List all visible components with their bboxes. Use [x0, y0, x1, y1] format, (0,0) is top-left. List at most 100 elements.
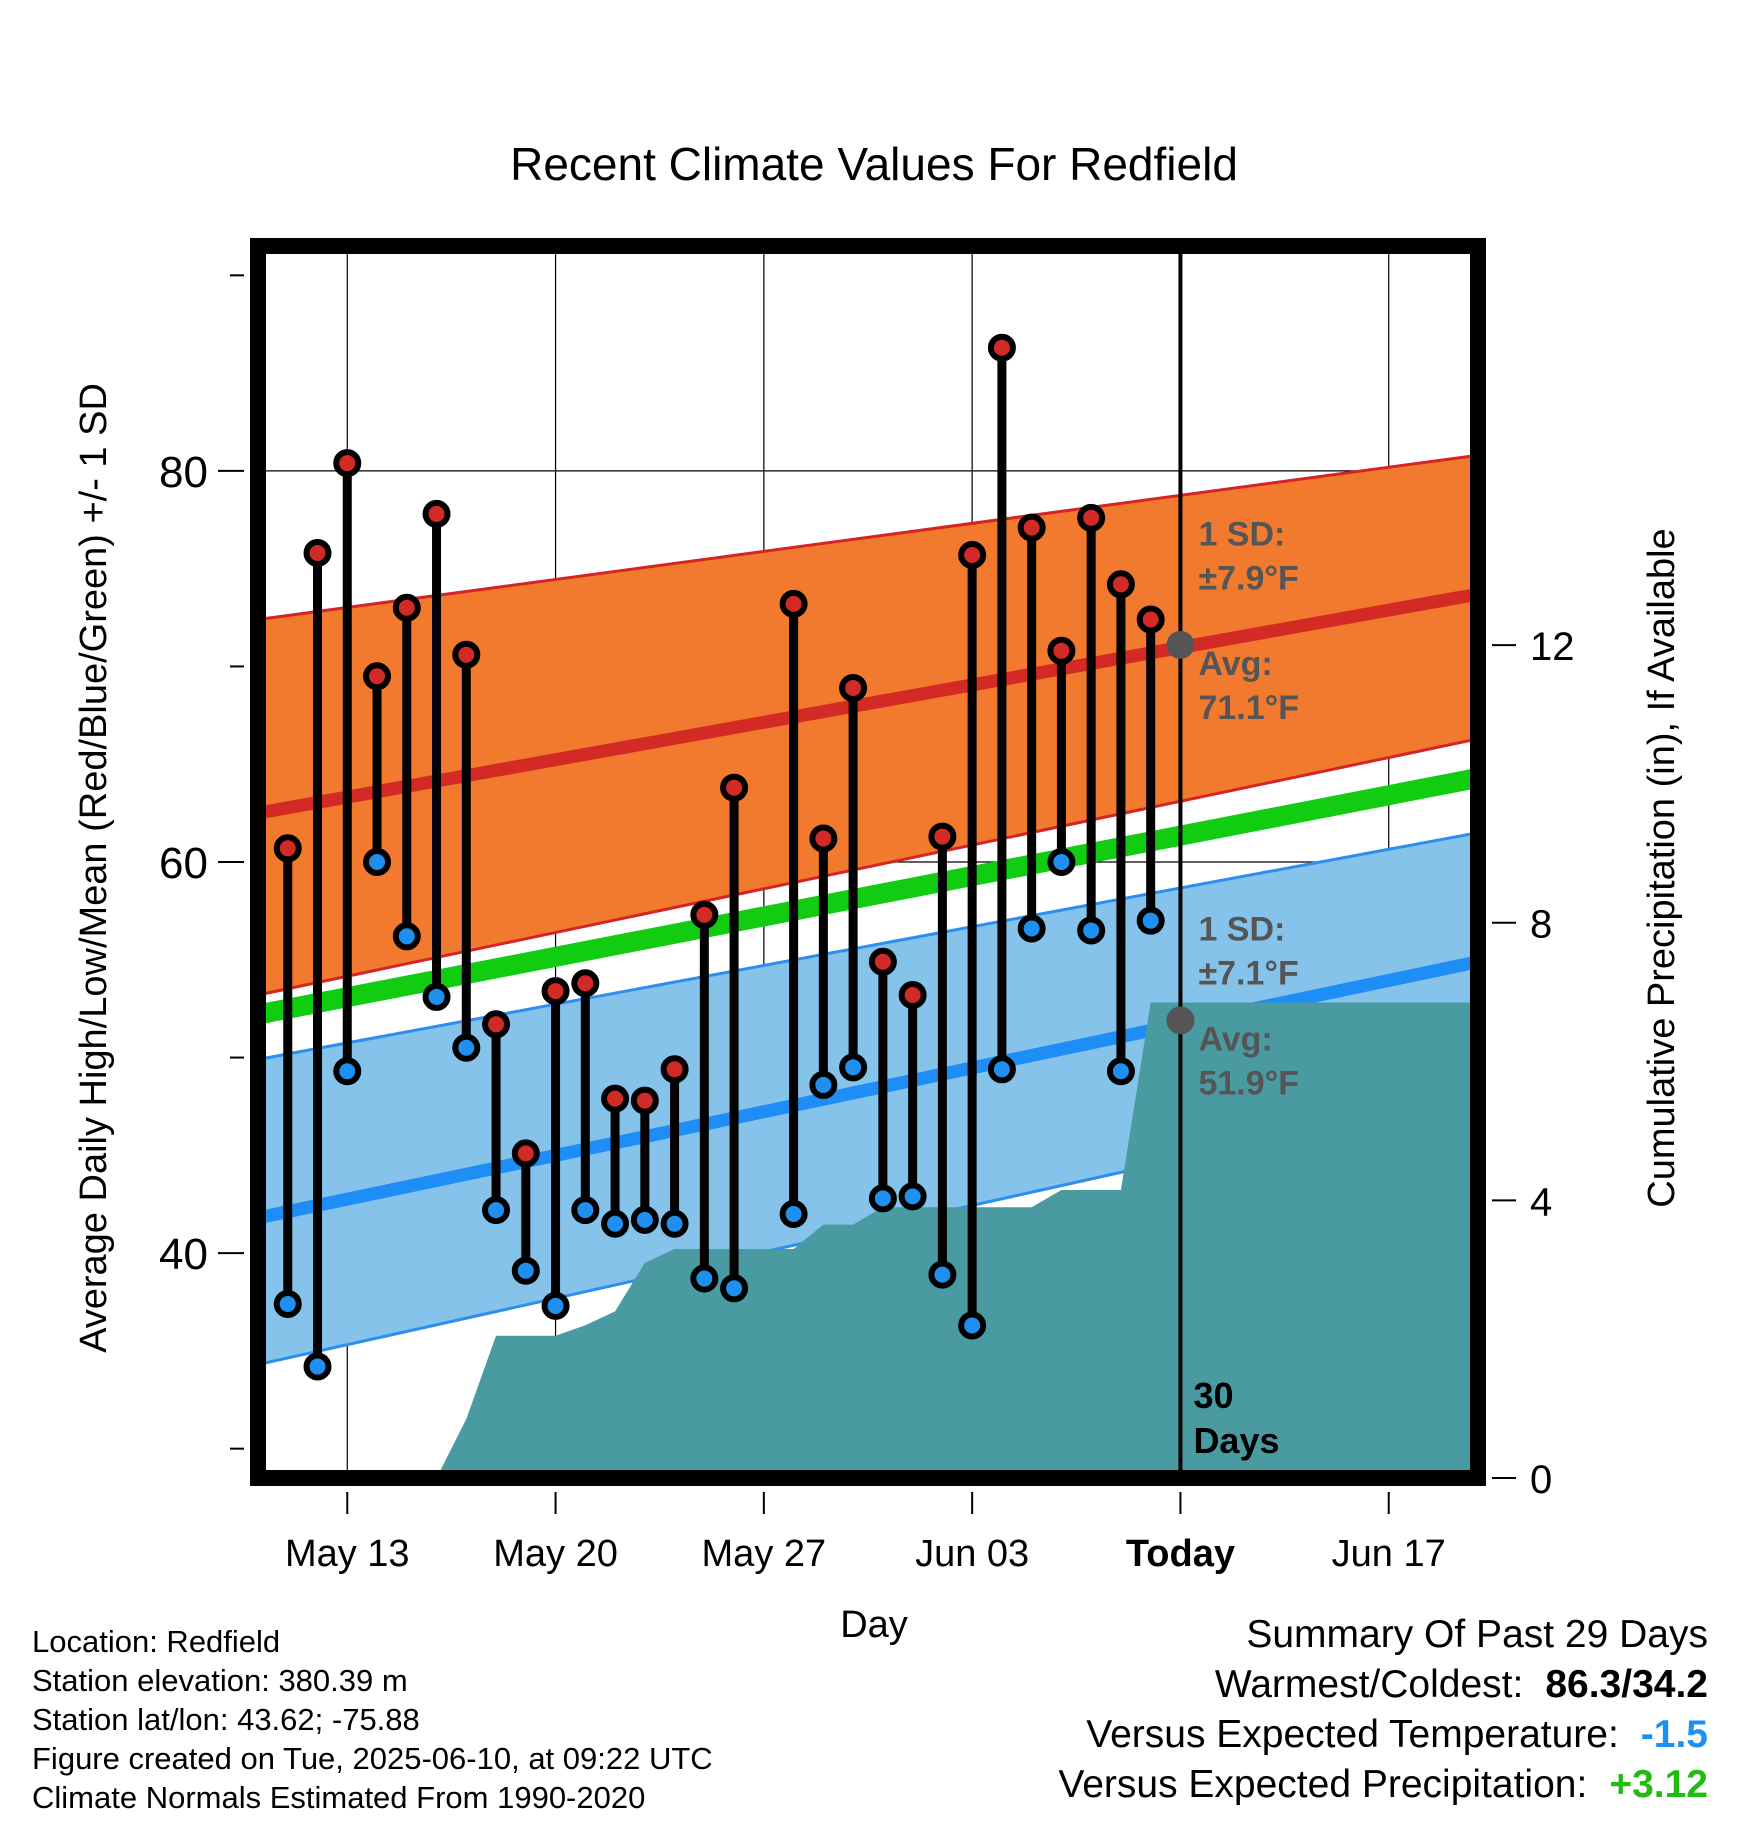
- y-tick-label: 40: [159, 1230, 208, 1279]
- x-tick-label: May 27: [702, 1533, 827, 1575]
- high-sd-label-line2: ±7.9°F: [1198, 559, 1298, 597]
- high-point: [541, 977, 570, 1006]
- high-point: [779, 589, 808, 618]
- high-point: [333, 449, 362, 478]
- high-point: [987, 333, 1016, 362]
- high-point: [601, 1084, 630, 1113]
- y2-tick-label: 8: [1530, 903, 1552, 947]
- low-point: [541, 1291, 570, 1320]
- high-normal-band: [258, 455, 1478, 995]
- high-point: [392, 593, 421, 622]
- low-point: [839, 1053, 868, 1082]
- low-point: [303, 1352, 332, 1381]
- high-point: [958, 540, 987, 569]
- chart-title: Recent Climate Values For Redfield: [510, 138, 1238, 190]
- today-low-avg-marker: [1166, 1006, 1195, 1035]
- high-normal-band-upper-edge: [257, 453, 1479, 621]
- high-point: [928, 822, 957, 851]
- low-point: [630, 1205, 659, 1234]
- high-point: [1077, 503, 1106, 532]
- x-tick-label: Jun 17: [1332, 1533, 1446, 1575]
- precip-label: Versus Expected Precipitation:: [1058, 1763, 1588, 1806]
- low-point: [422, 982, 451, 1011]
- high-point: [898, 980, 927, 1009]
- high-point: [690, 900, 719, 929]
- x-axis-title: Day: [840, 1604, 908, 1646]
- high-point: [1106, 570, 1135, 599]
- low-point: [333, 1057, 362, 1086]
- high-sd-label-line1: 1 SD:: [1198, 515, 1285, 553]
- created-text: Figure created on Tue, 2025-06-10, at 09…: [32, 1741, 713, 1776]
- low-point: [720, 1274, 749, 1303]
- high-point: [809, 824, 838, 853]
- y-tick-label: 60: [159, 839, 208, 888]
- low-sd-label-line1: 1 SD:: [1198, 910, 1285, 948]
- low-point: [928, 1260, 957, 1289]
- temp-value: -1.5: [1640, 1713, 1708, 1756]
- precip-value: +3.12: [1609, 1763, 1708, 1806]
- low-point: [1106, 1057, 1135, 1086]
- high-avg-label-line2: 71.1°F: [1198, 689, 1299, 727]
- y2-tick-label: 4: [1530, 1180, 1552, 1224]
- high-normal-band-lower-edge: [257, 737, 1479, 997]
- low-sd-label-line2: ±7.1°F: [1198, 954, 1298, 992]
- x-tick-label: Today: [1126, 1533, 1235, 1575]
- today-high-avg-marker: [1166, 630, 1195, 659]
- high-point: [422, 499, 451, 528]
- high-point: [1136, 605, 1165, 634]
- location-text: Location: Redfield: [32, 1624, 281, 1659]
- low-point: [363, 848, 392, 876]
- warmest-coldest-label: Warmest/Coldest:: [1214, 1663, 1524, 1706]
- low-point: [779, 1200, 808, 1228]
- warmest-coldest-row: Warmest/Coldest: 86.3/34.2: [1058, 1660, 1708, 1710]
- latlon-text: Station lat/lon: 43.62; -75.88: [32, 1702, 420, 1737]
- low-point: [987, 1055, 1016, 1084]
- y2-axis-title: Cumulative Precipitation (in), If Availa…: [1641, 528, 1683, 1207]
- low-point: [1136, 906, 1165, 935]
- x-tick-label: Jun 03: [915, 1533, 1029, 1575]
- low-point: [809, 1070, 838, 1099]
- low-normal-band: [258, 832, 1478, 1365]
- y2-tick-label: 0: [1530, 1458, 1552, 1502]
- low-point: [1047, 848, 1076, 876]
- warmest-coldest-value: 86.3/34.2: [1545, 1663, 1708, 1706]
- low-point: [690, 1264, 719, 1293]
- low-point: [273, 1289, 302, 1318]
- high-point: [839, 673, 868, 702]
- low-point: [511, 1256, 540, 1285]
- high-point: [363, 662, 392, 691]
- low-normal-band-upper-edge: [257, 831, 1479, 1061]
- high-point: [1017, 513, 1046, 542]
- high-point: [303, 539, 332, 568]
- today-days-label-line1: 30: [1193, 1375, 1233, 1416]
- low-point: [392, 922, 421, 951]
- high-point: [452, 640, 481, 669]
- low-point: [868, 1184, 897, 1213]
- low-avg-label-line2: 51.9°F: [1198, 1064, 1299, 1102]
- plot-frame: [250, 238, 1486, 1486]
- high-point: [868, 947, 897, 976]
- high-point: [1047, 636, 1076, 665]
- low-point: [1077, 916, 1106, 945]
- precip-row: Versus Expected Precipitation: +3.12: [1058, 1760, 1708, 1810]
- normals-source-text: Climate Normals Estimated From 1990-2020: [32, 1780, 646, 1815]
- station-info: Location: Redfield Station elevation: 38…: [32, 1622, 713, 1817]
- precip-area: [258, 1002, 1478, 1478]
- low-point: [958, 1311, 987, 1340]
- high-point: [660, 1055, 689, 1084]
- temp-row: Versus Expected Temperature: -1.5: [1058, 1710, 1708, 1760]
- high-point: [630, 1086, 659, 1115]
- today-days-label-line2: Days: [1193, 1420, 1279, 1461]
- x-tick-label: May 13: [285, 1533, 410, 1575]
- low-point: [1017, 914, 1046, 943]
- high-point: [720, 773, 749, 802]
- high-normal-line: [256, 587, 1480, 820]
- summary-panel: Summary Of Past 29 Days Warmest/Coldest:…: [1058, 1610, 1708, 1810]
- x-tick-label: May 20: [493, 1533, 618, 1575]
- high-point: [511, 1139, 540, 1168]
- y-tick-label: 80: [159, 448, 208, 497]
- low-point: [571, 1196, 600, 1225]
- low-point: [898, 1182, 927, 1211]
- mean-normal-line: [256, 768, 1480, 1025]
